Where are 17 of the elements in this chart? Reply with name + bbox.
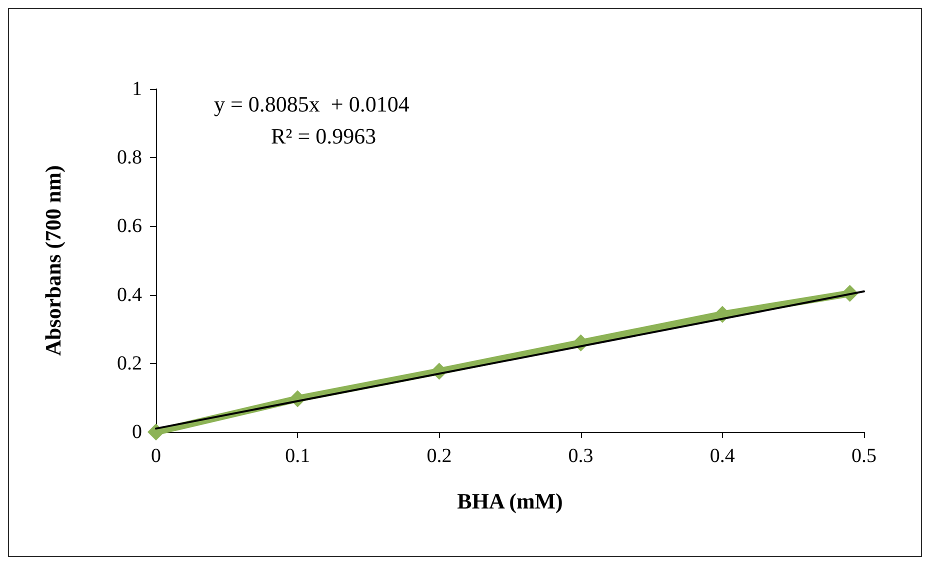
x-tick-label: 0.3: [568, 445, 594, 467]
point: [148, 424, 164, 440]
y-tick-label: 0.8: [117, 146, 142, 169]
y-tick-label: 0.2: [117, 352, 142, 374]
x-axis-title: BHA (mM): [457, 488, 563, 514]
y-tick-label: 1: [132, 78, 142, 100]
y-tick-label: 0.4: [117, 284, 142, 306]
x-tick-label: 0.4: [710, 445, 735, 467]
y-tick-label: 0: [132, 421, 142, 443]
x-tick-label: 0: [151, 445, 161, 467]
x-tick-label: 0.2: [426, 445, 452, 467]
y-tick-label: 0.6: [117, 215, 142, 238]
x-tick-label: 0.5: [852, 445, 876, 467]
x-tick-label: 0.1: [285, 445, 310, 467]
annotation: y = 0.8085x + 0.0104: [214, 92, 410, 116]
y-axis-title: Absorbans (700 nm): [40, 165, 66, 356]
annotation: R² = 0.9963: [271, 124, 376, 148]
